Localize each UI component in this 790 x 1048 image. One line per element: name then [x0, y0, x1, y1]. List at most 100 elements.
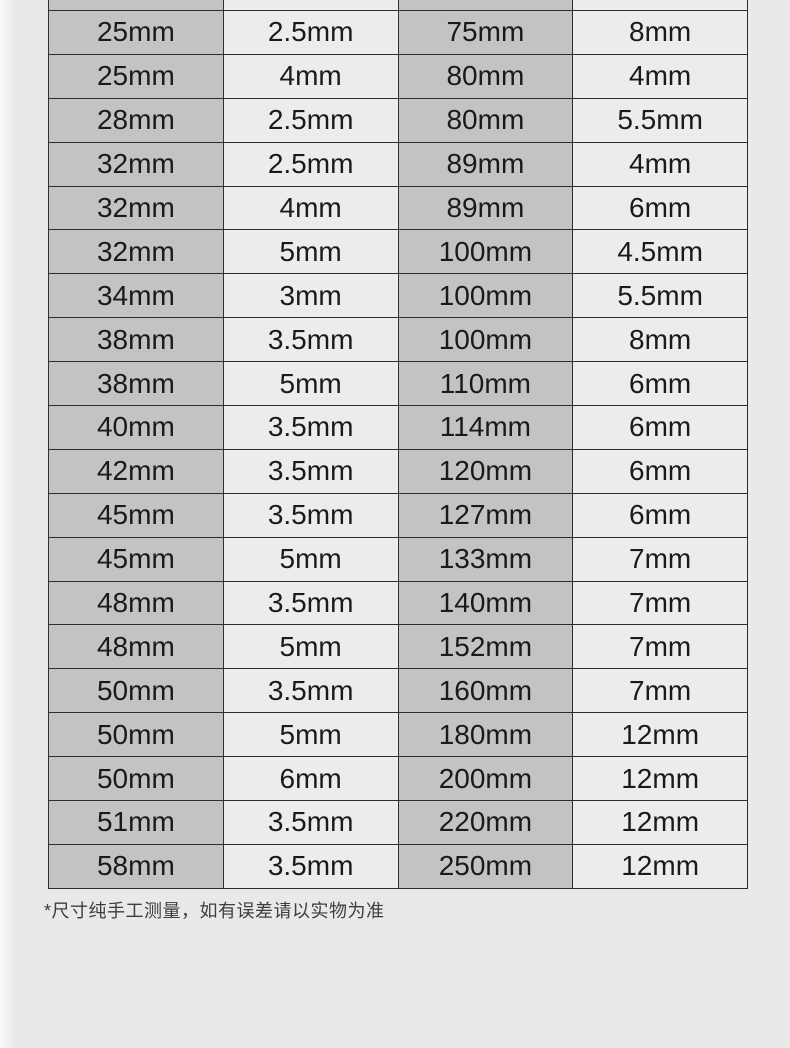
- size-cell-thickness: 7mm: [572, 580, 748, 626]
- size-cell-diameter: 152mm: [397, 624, 574, 670]
- size-cell-thickness: 3.5mm: [222, 800, 399, 845]
- size-cell-thickness: 3mm: [222, 273, 399, 319]
- size-cell-diameter: 50mm: [48, 668, 224, 714]
- size-cell-diameter: 40mm: [48, 405, 224, 450]
- size-cell-diameter: 127mm: [397, 492, 574, 538]
- size-cell-diameter: 220mm: [397, 800, 574, 845]
- size-cell-thickness: 4mm: [222, 53, 399, 99]
- table-row: 38mm 3.5mm 100mm 8mm: [48, 317, 748, 363]
- size-cell-thickness: 12mm: [572, 712, 748, 758]
- size-cell-thickness: 6mm: [222, 756, 399, 802]
- size-cell-diameter: 48mm: [48, 580, 224, 626]
- size-cell-diameter: 100mm: [397, 317, 574, 363]
- size-cell-diameter: 38mm: [48, 317, 224, 363]
- size-cell-thickness: 4mm: [572, 53, 748, 99]
- table-row: 25mm 4mm 80mm 4mm: [48, 53, 748, 99]
- table-row: 48mm 3.5mm 140mm 7mm: [48, 580, 748, 626]
- table-row: 45mm 5mm 133mm 7mm: [48, 536, 748, 582]
- size-cell-diameter: 110mm: [397, 361, 574, 407]
- table-row: 50mm 6mm 200mm 12mm: [48, 756, 748, 802]
- size-cell-diameter: 32mm: [48, 185, 224, 231]
- size-cell-diameter: 28mm: [48, 97, 224, 143]
- size-cell-thickness: 6mm: [572, 448, 748, 494]
- size-cell-diameter: 45mm: [48, 492, 224, 538]
- table-row: 50mm 5mm 180mm 12mm: [48, 712, 748, 758]
- size-cell-clipped: [397, 0, 574, 11]
- size-cell-diameter: 89mm: [397, 141, 574, 187]
- size-cell-diameter: 100mm: [397, 273, 574, 319]
- size-cell-thickness: 3.5mm: [222, 492, 399, 538]
- size-cell-thickness: 3.5mm: [222, 448, 399, 494]
- table-row-clipped: [48, 0, 748, 11]
- size-cell-diameter: 80mm: [397, 53, 574, 99]
- size-cell-thickness: 7mm: [572, 536, 748, 582]
- size-cell-thickness: 3.5mm: [222, 580, 399, 626]
- table-row: 45mm 3.5mm 127mm 6mm: [48, 492, 748, 538]
- size-cell-thickness: 6mm: [572, 492, 748, 538]
- size-cell-thickness: 3.5mm: [222, 317, 399, 363]
- size-table-body: 25mm 2.5mm 75mm 8mm 25mm 4mm 80mm 4mm 28mm 2.5mm 8…: [48, 0, 748, 889]
- table-row: 51mm 3.5mm 220mm 12mm: [48, 800, 748, 845]
- size-cell-diameter: 114mm: [397, 405, 574, 450]
- size-cell-diameter: 89mm: [397, 185, 574, 231]
- size-cell-diameter: 140mm: [397, 580, 574, 626]
- table-row: 28mm 2.5mm 80mm 5.5mm: [48, 97, 748, 143]
- size-cell-diameter: 250mm: [397, 843, 574, 889]
- size-cell-diameter: 100mm: [397, 229, 574, 275]
- size-cell-diameter: 32mm: [48, 141, 224, 187]
- size-cell-diameter: 38mm: [48, 361, 224, 407]
- size-cell-thickness: 5.5mm: [572, 273, 748, 319]
- table-row: 38mm 5mm 110mm 6mm: [48, 361, 748, 407]
- table-row: 40mm 3.5mm 114mm 6mm: [48, 405, 748, 450]
- size-cell-clipped: [222, 0, 399, 11]
- size-cell-thickness: 3.5mm: [222, 405, 399, 450]
- measurement-disclaimer: *尺寸纯手工测量，如有误差请以实物为准: [44, 901, 385, 921]
- size-cell-diameter: 80mm: [397, 97, 574, 143]
- size-cell-diameter: 58mm: [48, 843, 224, 889]
- size-cell-thickness: 2.5mm: [222, 97, 399, 143]
- size-cell-diameter: 45mm: [48, 536, 224, 582]
- size-cell-thickness: 2.5mm: [222, 10, 399, 55]
- size-cell-diameter: 200mm: [397, 756, 574, 802]
- size-cell-diameter: 48mm: [48, 624, 224, 670]
- size-cell-diameter: 32mm: [48, 229, 224, 275]
- table-row: 42mm 3.5mm 120mm 6mm: [48, 448, 748, 494]
- size-cell-thickness: 4mm: [222, 185, 399, 231]
- size-cell-clipped: [48, 0, 224, 11]
- table-row: 34mm 3mm 100mm 5.5mm: [48, 273, 748, 319]
- size-cell-thickness: 6mm: [572, 405, 748, 450]
- size-cell-thickness: 5mm: [222, 712, 399, 758]
- table-row: 50mm 3.5mm 160mm 7mm: [48, 668, 748, 714]
- size-cell-diameter: 120mm: [397, 448, 574, 494]
- size-cell-clipped: [572, 0, 748, 11]
- size-cell-thickness: 12mm: [572, 843, 748, 889]
- size-cell-thickness: 5mm: [222, 361, 399, 407]
- size-cell-diameter: 25mm: [48, 53, 224, 99]
- size-cell-diameter: 50mm: [48, 712, 224, 758]
- table-row: 32mm 4mm 89mm 6mm: [48, 185, 748, 231]
- size-cell-thickness: 5mm: [222, 624, 399, 670]
- size-cell-diameter: 133mm: [397, 536, 574, 582]
- table-row: 48mm 5mm 152mm 7mm: [48, 624, 748, 670]
- size-cell-thickness: 2.5mm: [222, 141, 399, 187]
- size-cell-thickness: 7mm: [572, 624, 748, 670]
- size-cell-thickness: 12mm: [572, 800, 748, 845]
- size-cell-thickness: 4.5mm: [572, 229, 748, 275]
- table-row: 32mm 2.5mm 89mm 4mm: [48, 141, 748, 187]
- size-cell-thickness: 8mm: [572, 317, 748, 363]
- table-row: 25mm 2.5mm 75mm 8mm: [48, 10, 748, 55]
- size-cell-thickness: 12mm: [572, 756, 748, 802]
- size-cell-diameter: 34mm: [48, 273, 224, 319]
- size-cell-diameter: 50mm: [48, 756, 224, 802]
- size-cell-diameter: 51mm: [48, 800, 224, 845]
- table-row: 32mm 5mm 100mm 4.5mm: [48, 229, 748, 275]
- size-cell-thickness: 5mm: [222, 536, 399, 582]
- size-cell-thickness: 7mm: [572, 668, 748, 714]
- size-cell-thickness: 3.5mm: [222, 843, 399, 889]
- size-spec-table: 25mm 2.5mm 75mm 8mm 25mm 4mm 80mm 4mm 28mm 2.5mm 8…: [48, 0, 748, 889]
- size-cell-diameter: 75mm: [397, 10, 574, 55]
- size-cell-thickness: 6mm: [572, 185, 748, 231]
- size-cell-diameter: 180mm: [397, 712, 574, 758]
- page-left-edge: [0, 0, 12, 1048]
- size-cell-thickness: 4mm: [572, 141, 748, 187]
